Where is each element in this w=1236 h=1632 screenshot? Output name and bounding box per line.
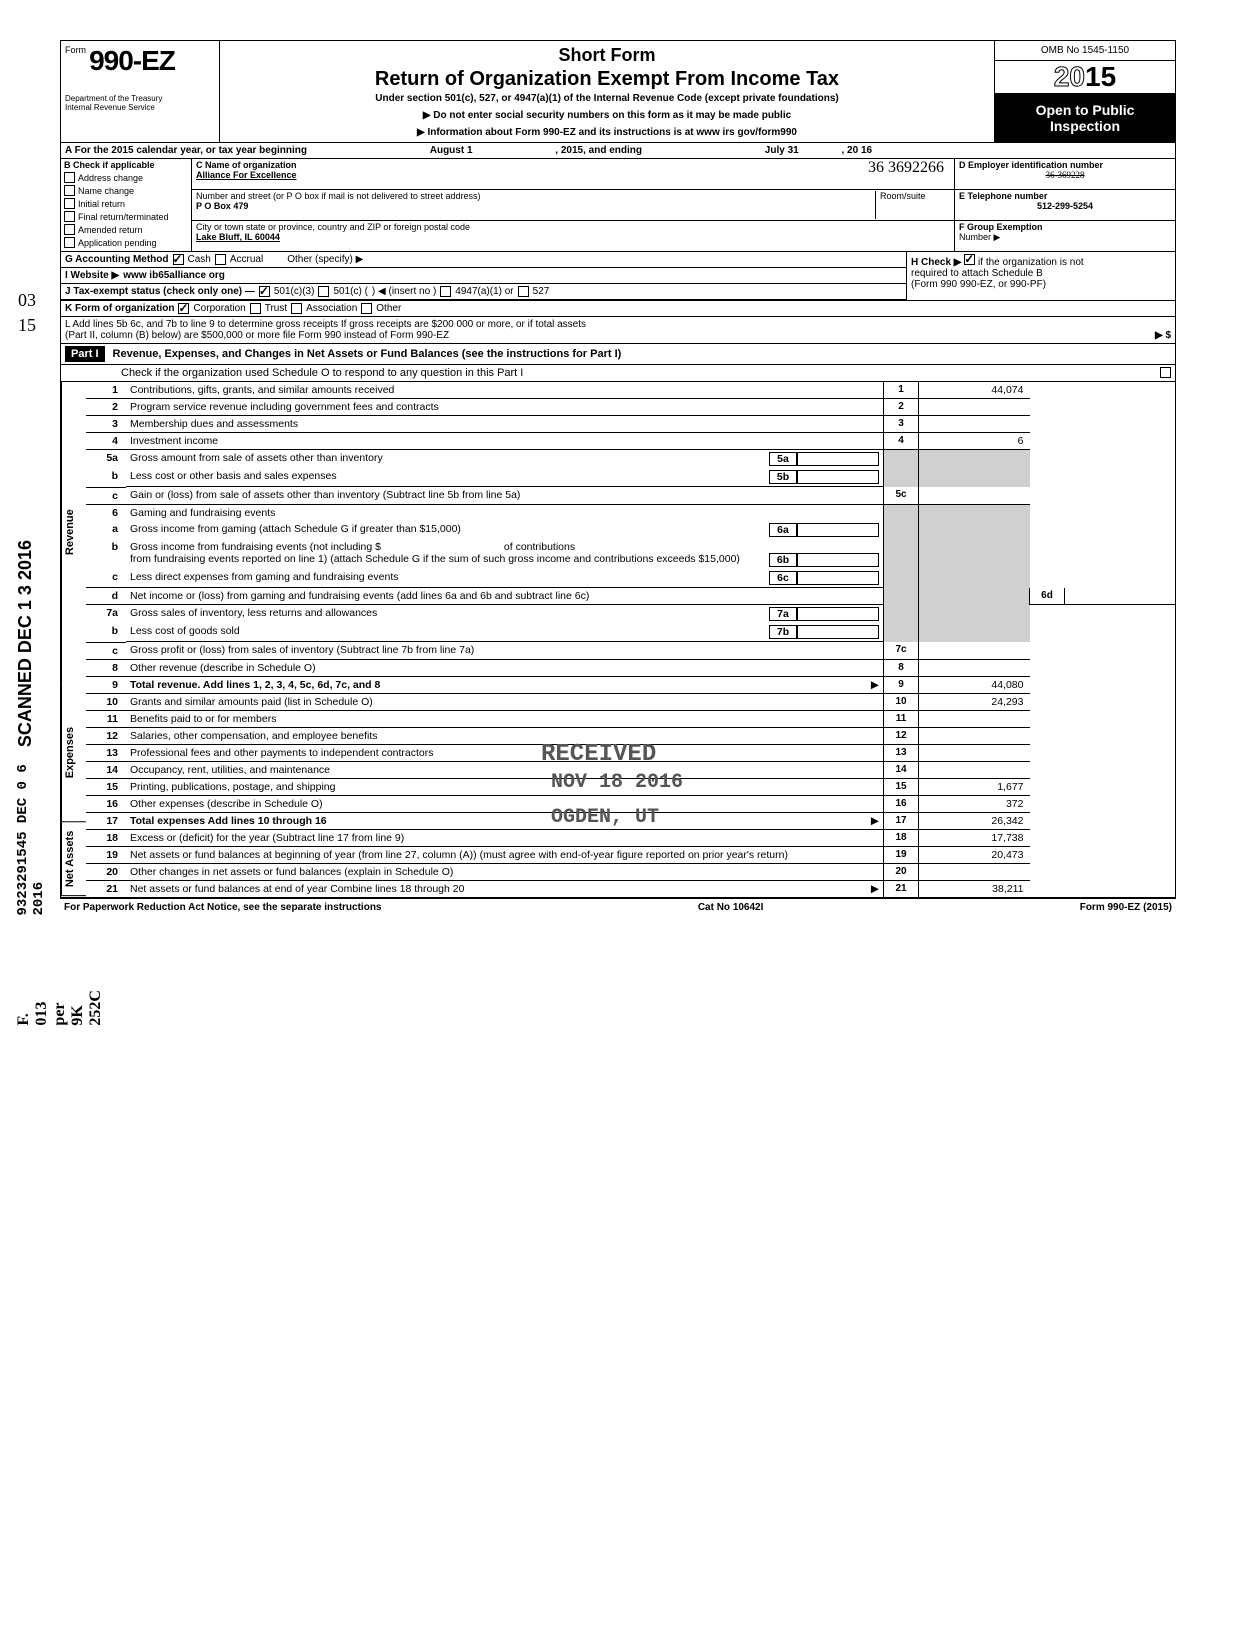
checkbox-501c3[interactable] xyxy=(259,286,270,297)
checkbox-corporation[interactable] xyxy=(178,303,189,314)
checkbox-initial-return[interactable] xyxy=(64,198,75,209)
dln-stamp: 9323291545 DEC 0 6 2016 xyxy=(15,740,47,916)
ein-label: D Employer identification number xyxy=(959,160,1103,170)
subtitle: Under section 501(c), 527, or 4947(a)(1)… xyxy=(228,93,986,104)
col-b-header: B Check if applicable xyxy=(61,159,191,171)
handwritten-margin: F. 013 per 9K 252C xyxy=(15,990,105,1026)
line-17-total-expenses: 26,342 xyxy=(919,812,1030,829)
part-1-schedule-o: Check if the organization used Schedule … xyxy=(61,365,1175,382)
checkbox-501c[interactable] xyxy=(318,286,329,297)
lines-table: 1Contributions, gifts, grants, and simil… xyxy=(86,382,1175,897)
handwritten-15: 15 xyxy=(18,315,36,336)
row-k-form-org: K Form of organization Corporation Trust… xyxy=(61,301,1175,317)
phone-value: 512-299-5254 xyxy=(959,201,1171,211)
checkbox-address-change[interactable] xyxy=(64,172,75,183)
group-exemption-label: F Group Exemption xyxy=(959,222,1043,232)
right-header: OMB No 1545-1150 2015 Open to Public Ins… xyxy=(995,41,1175,142)
open-to-public: Open to Public Inspection xyxy=(995,94,1175,142)
col-c-org-info: C Name of organization Alliance For Exce… xyxy=(192,159,955,251)
checkbox-other[interactable] xyxy=(361,303,372,314)
row-h: H Check ▶ if the organization is not req… xyxy=(906,252,1175,300)
main-title: Return of Organization Exempt From Incom… xyxy=(228,68,986,91)
handwritten-03: 03 xyxy=(18,290,36,311)
street-value: P O Box 479 xyxy=(196,201,248,211)
ssn-warning: ▶ Do not enter social security numbers o… xyxy=(228,110,986,121)
checkbox-name-change[interactable] xyxy=(64,185,75,196)
row-j-tax-status: J Tax-exempt status (check only one) — 5… xyxy=(61,284,906,300)
line-15-amount: 1,677 xyxy=(919,778,1030,795)
org-name-label: C Name of organization xyxy=(196,160,297,170)
short-form-label: Short Form xyxy=(228,45,986,66)
checkbox-final-return[interactable] xyxy=(64,211,75,222)
checkbox-cash[interactable] xyxy=(173,254,184,265)
row-g-accounting: G Accounting Method Cash Accrual Other (… xyxy=(61,252,906,268)
line-21-net-assets: 38,211 xyxy=(919,880,1030,897)
checkbox-amended[interactable] xyxy=(64,224,75,235)
checkbox-no-schedule-b[interactable] xyxy=(964,254,975,265)
net-assets-label: Net Assets xyxy=(61,822,86,896)
row-i-website: I Website ▶ www ib65alliance org xyxy=(61,268,906,284)
line-18-amount: 17,738 xyxy=(919,829,1030,846)
part-1-lines: Revenue Expenses Net Assets 1Contributio… xyxy=(61,382,1175,897)
title-cell: Short Form Return of Organization Exempt… xyxy=(220,41,995,142)
line-16-amount: 372 xyxy=(919,795,1030,812)
phone-label: E Telephone number xyxy=(959,191,1047,201)
col-de: D Employer identification number 36-3692… xyxy=(955,159,1175,251)
room-label: Room/suite xyxy=(880,191,926,201)
line-1-amount: 44,074 xyxy=(919,382,1030,399)
checkbox-application-pending[interactable] xyxy=(64,237,75,248)
line-10-amount: 24,293 xyxy=(919,693,1030,710)
tax-year: 2015 xyxy=(995,61,1175,94)
row-l-gross-receipts: L Add lines 5b 6c, and 7b to line 9 to d… xyxy=(61,317,1175,344)
scanned-stamp: SCANNED DEC 1 3 2016 xyxy=(15,540,36,747)
col-b-checkboxes: B Check if applicable Address change Nam… xyxy=(61,159,192,251)
line-19-amount: 20,473 xyxy=(919,846,1030,863)
row-a-tax-year: A For the 2015 calendar year, or tax yea… xyxy=(61,143,1175,159)
checkbox-527[interactable] xyxy=(518,286,529,297)
form-header: Form 990-EZ Department of the Treasury I… xyxy=(61,41,1175,143)
ein-value: 36-369228 xyxy=(959,170,1171,180)
city-value: Lake Bluff, IL 60044 xyxy=(196,232,280,242)
part-1-header: Part I Revenue, Expenses, and Changes in… xyxy=(61,344,1175,365)
form-990ez: Form 990-EZ Department of the Treasury I… xyxy=(60,40,1176,898)
form-number-cell: Form 990-EZ Department of the Treasury I… xyxy=(61,41,220,142)
form-footer: For Paperwork Reduction Act Notice, see … xyxy=(60,898,1176,916)
info-link: ▶ Information about Form 990-EZ and its … xyxy=(228,127,986,138)
ein-handwritten: 36 3692266 xyxy=(868,159,944,177)
info-grid: B Check if applicable Address change Nam… xyxy=(61,159,1175,252)
line-4-amount: 6 xyxy=(919,433,1030,450)
form-number: 990-EZ xyxy=(89,45,175,76)
group-exemption-number: Number ▶ xyxy=(959,232,1000,242)
city-label: City or town state or province, country … xyxy=(196,222,470,232)
checkbox-4947[interactable] xyxy=(440,286,451,297)
line-9-total-revenue: 44,080 xyxy=(919,676,1030,693)
dept-irs: Internal Revenue Service xyxy=(65,104,215,113)
checkbox-association[interactable] xyxy=(291,303,302,314)
checkbox-accrual[interactable] xyxy=(215,254,226,265)
omb-number: OMB No 1545-1150 xyxy=(995,41,1175,61)
street-label: Number and street (or P O box if mail is… xyxy=(196,191,480,201)
checkbox-trust[interactable] xyxy=(250,303,261,314)
form-prefix: Form xyxy=(65,45,86,55)
revenue-label: Revenue xyxy=(61,382,86,683)
checkbox-schedule-o[interactable] xyxy=(1160,367,1171,378)
expenses-label: Expenses xyxy=(61,683,86,822)
org-name: Alliance For Excellence xyxy=(196,170,297,180)
